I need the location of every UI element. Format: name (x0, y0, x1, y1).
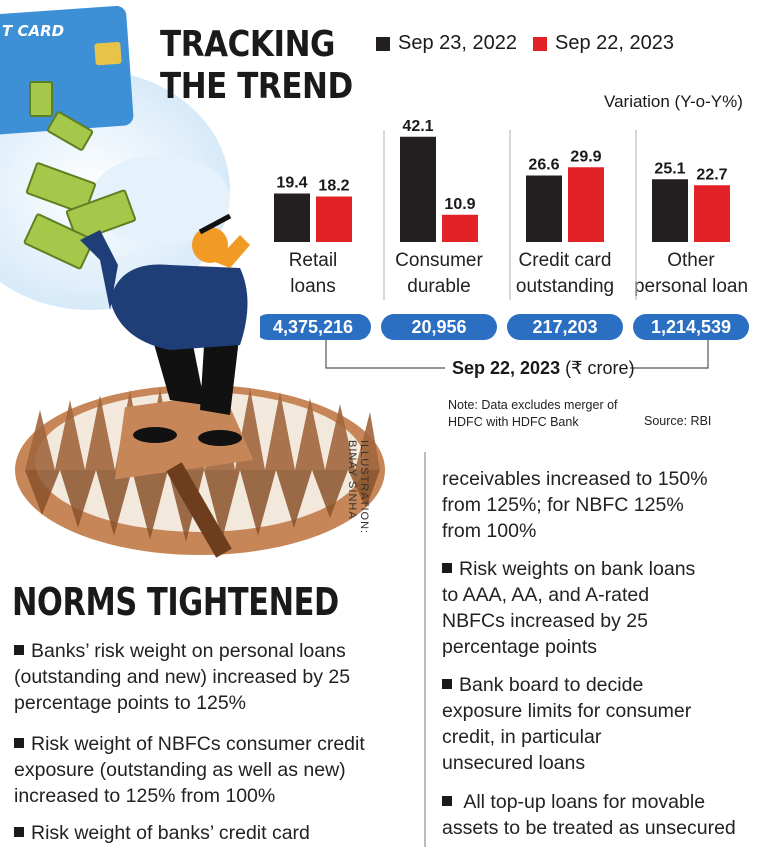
bar-value-label: 19.4 (276, 175, 307, 192)
bullet-line: unsecured loans (442, 752, 586, 774)
legend-item-2022: Sep 23, 2022 (376, 32, 517, 55)
bullet-line: credit, in particular (442, 726, 602, 748)
outstanding-pill (507, 314, 623, 340)
bar-value-label: 42.1 (402, 118, 433, 135)
legend-label-2022: Sep 23, 2022 (398, 32, 517, 54)
bar-value-label: 22.7 (696, 166, 727, 183)
category-label: personal loan (634, 276, 748, 297)
bullet-line: Banks’ risk weight on personal loans (14, 638, 350, 664)
category-label: Credit card (519, 250, 612, 271)
y-axis-label: Variation (Y-o-Y%) (604, 92, 743, 111)
left-bullet-1: Risk weight of NBFCs consumer credit expo… (14, 731, 365, 809)
illustration: T CARD (0, 5, 385, 558)
note: Note: Data excludes merger of HDFC with … (448, 397, 618, 431)
bar-3-1 (694, 185, 730, 242)
bullet-line: Risk weights on bank loans (442, 556, 695, 582)
legend-item-2023: Sep 22, 2023 (533, 32, 674, 55)
credit-line-2: BINAY SINHA (346, 440, 358, 520)
bullet-line: percentage points (442, 636, 598, 658)
credit-line-1: ILLUSTRATION: (358, 440, 370, 535)
card-text: T CARD (2, 22, 64, 40)
title-line-2: THE TREND (160, 66, 353, 107)
bullet-line: percentage points to 125% (14, 692, 247, 714)
right-bullet-0: Risk weights on bank loans to AAA, AA, an… (442, 556, 695, 660)
bar-1-0 (400, 136, 436, 242)
outstanding-date: Sep 22, 2023 (452, 358, 561, 378)
bullet-line: increased to 125% from 100% (14, 785, 276, 807)
outstanding-pill (633, 314, 749, 340)
outstanding-label: Sep 22, 2023 (₹ crore) (452, 358, 635, 379)
outstanding-value: 4,375,216 (273, 317, 353, 337)
bullet-square-icon (442, 796, 452, 806)
category-label: outstanding (516, 276, 614, 297)
bar-2-0 (526, 175, 562, 242)
title-line-1: TRACKING (160, 24, 336, 65)
left-bullet-2: Risk weight of banks’ credit card (14, 820, 310, 846)
bullet-line: from 125%; for NBFC 125% (442, 494, 684, 516)
bullet-line: exposure (outstanding as well as new) (14, 759, 346, 781)
norms-title: NORMS TIGHTENED (12, 580, 339, 624)
bar-value-label: 29.9 (570, 148, 601, 165)
bar-value-label: 26.6 (528, 157, 559, 174)
right-continuation: receivables increased to 150% from 125%; … (442, 466, 708, 544)
credit-card-icon: T CARD (0, 5, 134, 135)
businessman-icon (80, 213, 250, 446)
bracket-line (325, 340, 709, 369)
bullet-line: receivables increased to 150% (442, 468, 708, 490)
legend-swatch-2022 (376, 36, 390, 51)
category-label: Retail (289, 250, 338, 271)
bullet-line: Bank board to decide (442, 672, 691, 698)
outstanding-value: 217,203 (532, 317, 597, 337)
bar-value-label: 25.1 (654, 160, 685, 177)
outstanding-unit: (₹ crore) (565, 358, 635, 378)
bar-0-1 (316, 196, 352, 242)
bullet-line: NBFCs increased by 25 (442, 610, 648, 632)
bar-1-1 (442, 214, 478, 242)
bullet-square-icon (14, 645, 24, 655)
bar-chart: 19.4 18.2 Retail loans 4,375,216 42.1 10.9 Cons… (260, 118, 749, 369)
bullet-line: assets to be treated as unsecured (442, 817, 736, 839)
money-notes-icon (23, 81, 136, 270)
bullet-line: (outstanding and new) increased by 25 (14, 666, 351, 688)
bullet-square-icon (442, 679, 452, 689)
bar-2-1 (568, 167, 604, 242)
category-label: Other (667, 250, 715, 271)
bullet-line: Risk weight of NBFCs consumer credit (14, 731, 365, 757)
right-bullet-1: Bank board to decide exposure limits for … (442, 672, 691, 776)
legend: Sep 23, 2022 Sep 22, 2023 (376, 32, 682, 55)
bar-value-label: 10.9 (444, 196, 475, 213)
illustration-credit: ILLUSTRATION: BINAY SINHA (346, 440, 370, 534)
outstanding-pill (260, 314, 371, 340)
source: Source: RBI (644, 414, 712, 428)
bullet-line: exposure limits for consumer (442, 700, 692, 722)
bar-value-label: 18.2 (318, 178, 349, 195)
bullet-square-icon (14, 827, 24, 837)
category-label: Consumer (395, 250, 483, 271)
category-label: durable (407, 276, 470, 297)
note-line-2: HDFC with HDFC Bank (448, 415, 579, 429)
legend-label-2023: Sep 22, 2023 (555, 32, 674, 54)
category-label: loans (290, 276, 335, 297)
column-divider (424, 452, 426, 847)
left-bullet-0: Banks’ risk weight on personal loans (out… (14, 638, 350, 716)
bullet-square-icon (14, 738, 24, 748)
bullet-line: to AAA, AA, and A-rated (442, 584, 650, 606)
bullet-line: from 100% (442, 520, 537, 542)
chart-title: TRACKING THE TREND (160, 24, 353, 108)
bar-3-0 (652, 179, 688, 242)
bear-trap-icon (15, 385, 385, 558)
outstanding-pill (381, 314, 497, 340)
note-line-1: Note: Data excludes merger of (448, 398, 618, 412)
outstanding-value: 1,214,539 (651, 317, 731, 337)
bullet-line: All top-up loans for movable (442, 789, 736, 815)
legend-swatch-2023 (533, 36, 547, 51)
outstanding-value: 20,956 (411, 317, 466, 337)
bullet-square-icon (442, 563, 452, 573)
bullet-line: Risk weight of banks’ credit card (14, 820, 310, 846)
right-bullet-2: All top-up loans for movable assets to be… (442, 789, 736, 841)
bar-0-0 (274, 193, 310, 242)
